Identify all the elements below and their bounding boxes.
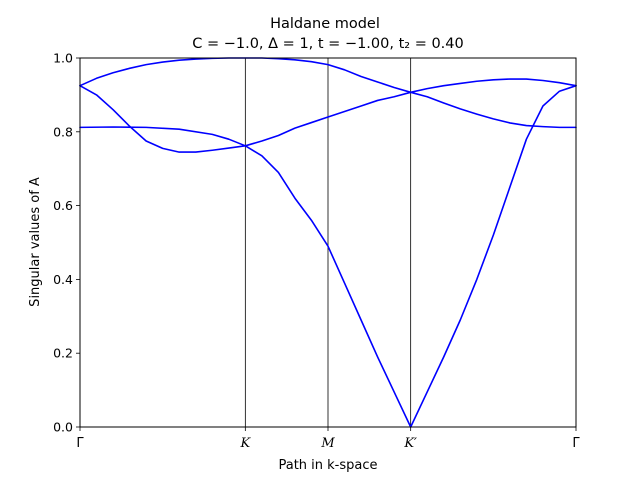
y-tick-label-4: 0.8 xyxy=(53,124,73,139)
y-tick-label-1: 0.2 xyxy=(53,346,73,361)
x-tick-label-1: K xyxy=(239,436,251,451)
x-tick-label-3: K′ xyxy=(403,436,417,451)
y-tick-label-3: 0.6 xyxy=(53,198,73,213)
x-tick-label-2: M xyxy=(320,436,335,451)
x-tick-label-0: Γ xyxy=(76,436,84,451)
y-tick-label-2: 0.4 xyxy=(53,272,73,287)
plot-area: 0.0 0.2 0.4 0.6 0.8 1.0 Γ K M K′ Γ xyxy=(53,51,580,452)
y-tick-label-0: 0.0 xyxy=(53,420,73,435)
series-line-3 xyxy=(79,57,577,94)
series-line-2 xyxy=(79,84,577,153)
y-tick-label-5: 1.0 xyxy=(53,51,73,66)
x-tick-label-4: Γ xyxy=(572,436,580,451)
chart-title-line1: Haldane model xyxy=(270,16,380,32)
series-line-1 xyxy=(79,84,577,428)
x-axis-label: Path in k-space xyxy=(278,458,377,473)
chart-title-line2: C = −1.0, Δ = 1, t = −1.00, t₂ = 0.40 xyxy=(192,36,464,52)
y-axis-label: Singular values of A xyxy=(28,177,43,307)
